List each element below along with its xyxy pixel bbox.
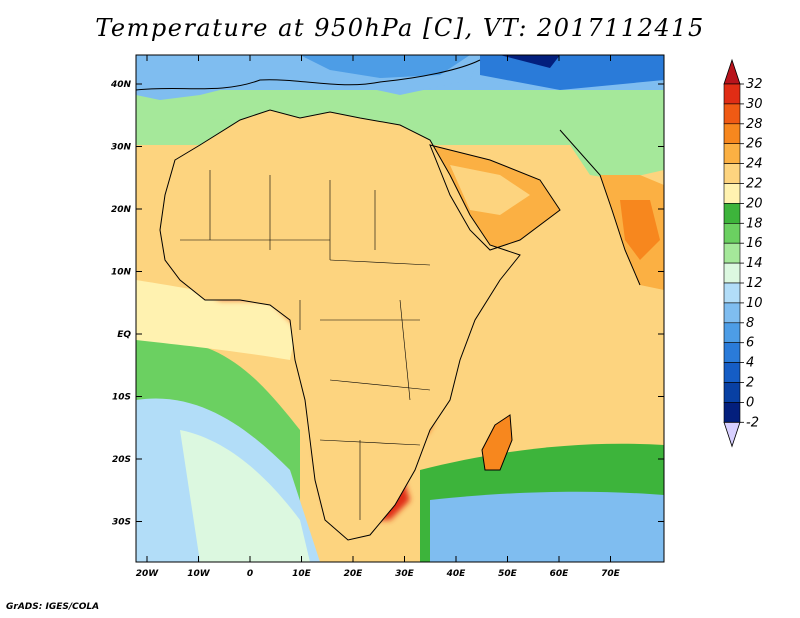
lon-label: 20W: [136, 569, 160, 579]
colorbar-label: 28: [746, 117, 763, 132]
colorbar-swatch: [723, 282, 741, 304]
indian-ocean-cool: [430, 491, 664, 562]
lon-label: 30E: [395, 569, 415, 579]
colorbar-label: 26: [746, 137, 763, 152]
colorbar-label: -2: [746, 415, 759, 430]
colorbar-swatch: [723, 223, 741, 244]
colorbar-swatch: [723, 103, 741, 125]
longitude-axis: 20W 10W 0 10E 20E 30E 40E 50E 60E 70E: [136, 55, 621, 579]
credit-text: GrADS: IGES/COLA: [6, 602, 100, 612]
map-title: Temperature at 950hPa [C], VT: 201711241…: [95, 14, 705, 42]
colorbar-label: 10: [746, 296, 763, 311]
lat-label: 30S: [112, 518, 131, 528]
country-borders: [180, 170, 431, 520]
map-frame: [135, 54, 665, 563]
lon-label: 50E: [498, 569, 518, 579]
colorbar-swatch: [723, 362, 741, 383]
colorbar-label: 18: [746, 216, 763, 231]
lat-label: 40N: [110, 80, 132, 90]
colorbar-label: 20: [746, 196, 763, 211]
colorbar-swatch: [723, 163, 741, 184]
coldest-patch: [500, 55, 560, 68]
colorbar-swatch: [723, 322, 741, 343]
colorbar-label: 14: [746, 256, 763, 271]
colorbar-label: 4: [746, 356, 754, 371]
madagascar-land: [482, 415, 512, 470]
asia-mild: [560, 125, 664, 180]
lon-label: 70E: [601, 569, 621, 579]
gulf-guinea-pale: [136, 280, 300, 360]
coastlines: [136, 59, 641, 541]
temperature-field: [136, 55, 664, 562]
colorbar-swatch: [723, 83, 741, 105]
lon-label: 10W: [187, 569, 211, 579]
lat-label: 10S: [112, 393, 131, 403]
colorbar-label: 12: [746, 276, 763, 291]
lat-label: 20S: [112, 455, 131, 465]
lat-label: 30N: [111, 143, 132, 153]
colorbar-label: 0: [746, 395, 754, 410]
lat-label: 20N: [111, 205, 132, 215]
colorbar-label: 16: [746, 236, 763, 251]
black-sea-region: [480, 55, 664, 90]
colorbar-swatch: [723, 242, 741, 264]
colorbar-label: 30: [746, 97, 763, 112]
lat-label: 10N: [111, 268, 132, 278]
south-atlantic-pale: [180, 430, 310, 562]
colorbar-swatch: [723, 382, 741, 403]
colorbar-swatch: [723, 123, 741, 145]
colorbar-swatch: [723, 262, 741, 284]
colorbar-swatch: [723, 402, 741, 423]
colorbar-label: 32: [746, 77, 763, 92]
colorbar-label: 24: [746, 157, 763, 172]
colorbar-label: 8: [746, 316, 754, 331]
lon-label: 60E: [550, 569, 570, 579]
colorbar-swatch: [723, 143, 741, 164]
colorbar-swatch: [723, 342, 741, 363]
colorbar-label: 22: [746, 177, 763, 192]
india-core: [620, 200, 660, 260]
lon-label: 0: [247, 569, 253, 579]
europe-colder: [300, 55, 470, 78]
colorbar-bottom-arrow: [723, 421, 741, 448]
lon-label: 20E: [344, 569, 364, 579]
lat-label: EQ: [117, 330, 131, 340]
colorbar-swatch: [723, 302, 741, 324]
colorbar-label: 6: [746, 336, 754, 351]
colorbar-swatch: [723, 203, 741, 224]
colorbar-swatch: [723, 183, 741, 204]
arabia-inner: [450, 165, 530, 215]
colorbar-label: 2: [746, 376, 754, 391]
colorbar-top-arrow: [723, 58, 741, 85]
lon-label: 40E: [446, 569, 467, 579]
lon-label: 10E: [292, 569, 312, 579]
latitude-axis: 40N 30N 20N 10N EQ 10S 20S 30S: [110, 80, 664, 528]
